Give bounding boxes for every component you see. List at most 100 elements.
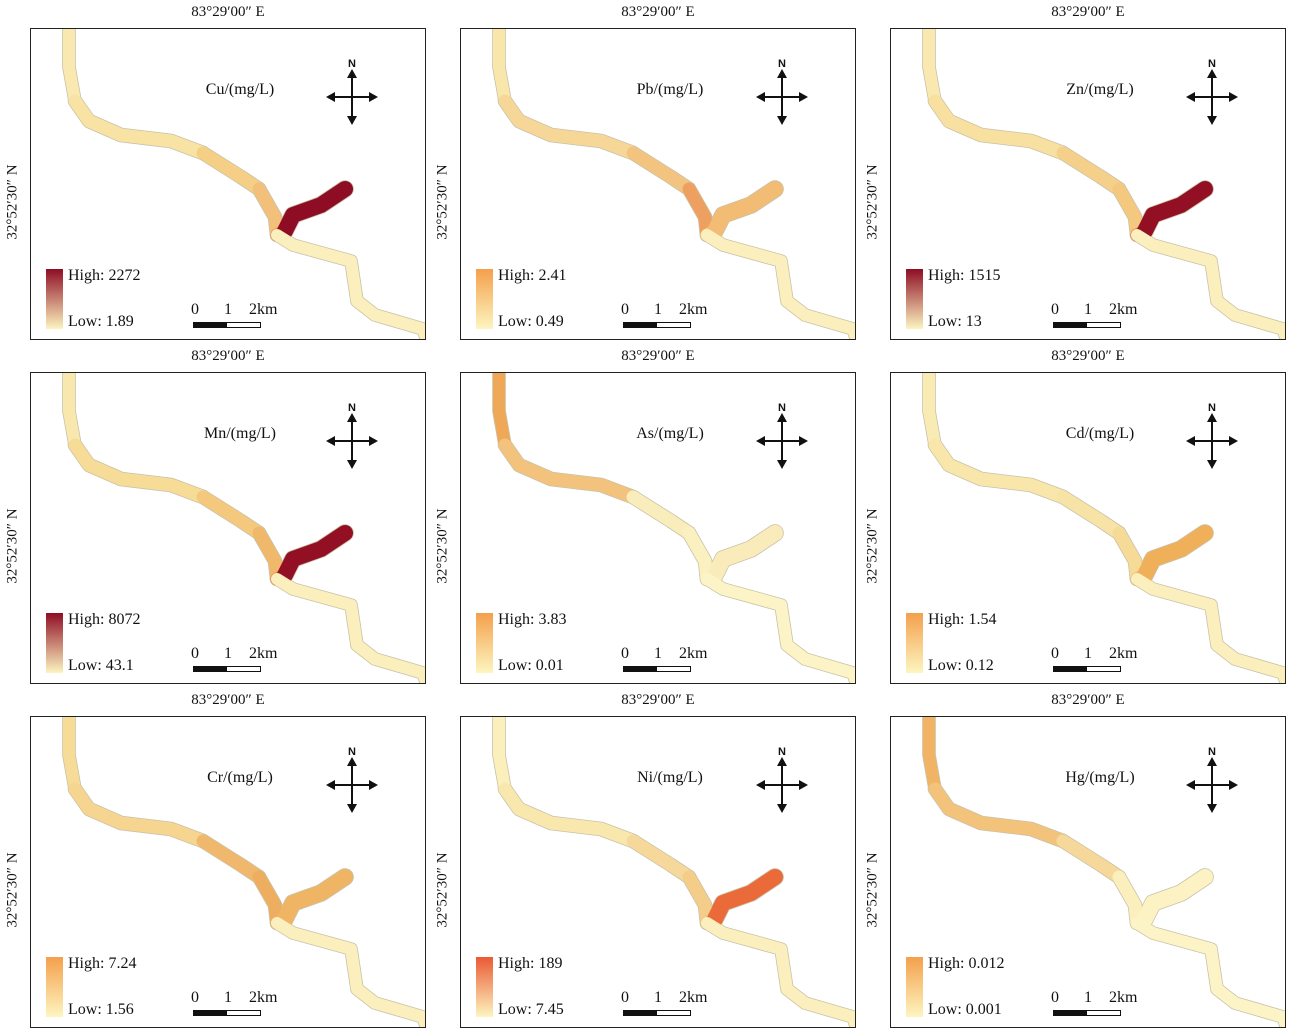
scale-bar-graphic bbox=[1053, 322, 1121, 328]
river-segment bbox=[1131, 917, 1285, 1027]
legend-high-label: High: 1515 bbox=[928, 267, 1001, 284]
scale-label: 2km bbox=[249, 301, 278, 318]
scale-label: 0 bbox=[1051, 989, 1059, 1006]
north-arrow-head bbox=[369, 92, 378, 102]
legend-high-label: High: 3.83 bbox=[498, 611, 567, 628]
element-title: Cr/(mg/L) bbox=[207, 769, 273, 786]
scale-bar: 0 1 2km bbox=[191, 645, 283, 679]
map-frame: Ni/(mg/L) N High: 189 Low: 7.45 0 1 2km bbox=[460, 716, 856, 1028]
river-segment bbox=[196, 146, 266, 196]
longitude-label: 83°29′00″ E bbox=[191, 692, 265, 708]
legend-high-label: High: 2.41 bbox=[498, 267, 567, 284]
north-arrow-head bbox=[1207, 460, 1217, 469]
scale-label: 0 bbox=[1051, 645, 1059, 662]
north-label: N bbox=[348, 402, 356, 414]
north-arrow-icon: N bbox=[756, 746, 808, 813]
scale-bar: 0 1 2km bbox=[191, 989, 283, 1023]
scale-label: 1 bbox=[654, 989, 662, 1006]
scale-label: 1 bbox=[1084, 989, 1092, 1006]
scale-bar-graphic bbox=[623, 666, 691, 672]
river-segment bbox=[277, 525, 353, 583]
legend-color-ramp bbox=[476, 613, 493, 673]
latitude-label-text: 32°52′30″ N bbox=[864, 164, 881, 240]
scale-label: 1 bbox=[224, 989, 232, 1006]
scale-bar-graphic bbox=[1053, 666, 1121, 672]
scale-label: 0 bbox=[191, 301, 199, 318]
scale-bar-black-segment bbox=[624, 667, 657, 671]
north-arrow-head bbox=[1207, 413, 1217, 422]
scale-bar: 0 1 2km bbox=[621, 301, 713, 335]
scale-label: 2km bbox=[679, 645, 708, 662]
map-frame: Hg/(mg/L) N High: 0.012 Low: 0.001 0 1 2km bbox=[890, 716, 1286, 1028]
scale-bar-graphic bbox=[623, 322, 691, 328]
legend-low-label: Low: 0.12 bbox=[928, 657, 994, 674]
longitude-label: 83°29′00″ E bbox=[191, 4, 265, 20]
river-segment bbox=[1137, 869, 1213, 927]
river-segment bbox=[682, 182, 714, 242]
legend-low-label: Low: 7.45 bbox=[498, 1001, 564, 1018]
north-arrow-head bbox=[799, 780, 808, 790]
legend-low-label: Low: 43.1 bbox=[68, 657, 134, 674]
river-segment bbox=[68, 94, 210, 160]
river-segment bbox=[1112, 526, 1144, 586]
river-segment bbox=[277, 181, 353, 239]
legend-low-label: Low: 0.49 bbox=[498, 313, 564, 330]
north-arrow-head bbox=[777, 757, 787, 766]
river-segment bbox=[626, 834, 696, 884]
scale-label: 2km bbox=[249, 645, 278, 662]
river-network bbox=[922, 29, 1285, 339]
latitude-label: 32°52′30″ N bbox=[0, 852, 28, 927]
scale-bar-graphic bbox=[193, 322, 261, 328]
north-arrow-head bbox=[1186, 780, 1195, 790]
legend-color-ramp bbox=[906, 613, 923, 673]
scale-label: 2km bbox=[1109, 989, 1138, 1006]
north-arrow-head bbox=[756, 780, 765, 790]
river-segment bbox=[707, 525, 783, 583]
latitude-label: 32°52′30″ N bbox=[858, 508, 888, 583]
legend-low-label: Low: 1.89 bbox=[68, 313, 134, 330]
legend-high-label: High: 8072 bbox=[68, 611, 141, 628]
map-panel: 83°29′00″ E 32°52′30″ N Cr/(mg/L) N High: 7.… bbox=[0, 688, 430, 1030]
longitude-label: 83°29′00″ E bbox=[1051, 4, 1125, 20]
map-panel: 83°29′00″ E 32°52′30″ N Pb/(mg/L) N High: 2.… bbox=[430, 0, 860, 342]
north-label: N bbox=[1208, 746, 1216, 758]
north-arrow-head bbox=[347, 804, 357, 813]
river-segment bbox=[252, 870, 284, 930]
north-arrow-icon: N bbox=[1186, 746, 1238, 813]
north-arrow-head bbox=[1186, 436, 1195, 446]
north-arrow-head bbox=[799, 92, 808, 102]
scale-bar-black-segment bbox=[1054, 323, 1087, 327]
scale-label: 1 bbox=[1084, 645, 1092, 662]
map-frame: Cd/(mg/L) N High: 1.54 Low: 0.12 0 1 2km bbox=[890, 372, 1286, 684]
river-network bbox=[62, 373, 425, 683]
north-label: N bbox=[778, 746, 786, 758]
scale-label: 1 bbox=[654, 301, 662, 318]
river-segment bbox=[498, 94, 640, 160]
scale-label: 1 bbox=[1084, 301, 1092, 318]
scale-label: 0 bbox=[621, 645, 629, 662]
river-segment bbox=[63, 717, 81, 795]
river-network bbox=[492, 373, 855, 683]
river-segment bbox=[923, 717, 941, 795]
scale-bar: 0 1 2km bbox=[1051, 989, 1143, 1023]
scale-bar: 0 1 2km bbox=[621, 989, 713, 1023]
river-segment bbox=[1112, 870, 1144, 930]
element-title: Cu/(mg/L) bbox=[205, 81, 275, 98]
river-segment bbox=[493, 29, 511, 107]
north-arrow-head bbox=[1229, 92, 1238, 102]
scale-label: 2km bbox=[249, 989, 278, 1006]
map-frame: Zn/(mg/L) N High: 1515 Low: 13 0 1 2km bbox=[890, 28, 1286, 340]
river-network bbox=[62, 717, 425, 1027]
scale-label: 0 bbox=[621, 301, 629, 318]
river-segment bbox=[923, 29, 941, 107]
north-arrow-head bbox=[756, 92, 765, 102]
scale-bar-graphic bbox=[193, 1010, 261, 1016]
longitude-label: 83°29′00″ E bbox=[621, 348, 695, 364]
river-segment bbox=[1137, 525, 1213, 583]
legend-low-label: Low: 0.01 bbox=[498, 657, 564, 674]
river-segment bbox=[493, 373, 511, 451]
river-segment bbox=[196, 834, 266, 884]
legend-low-label: Low: 13 bbox=[928, 313, 982, 330]
latitude-label: 32°52′30″ N bbox=[0, 508, 28, 583]
river-network bbox=[62, 29, 425, 339]
